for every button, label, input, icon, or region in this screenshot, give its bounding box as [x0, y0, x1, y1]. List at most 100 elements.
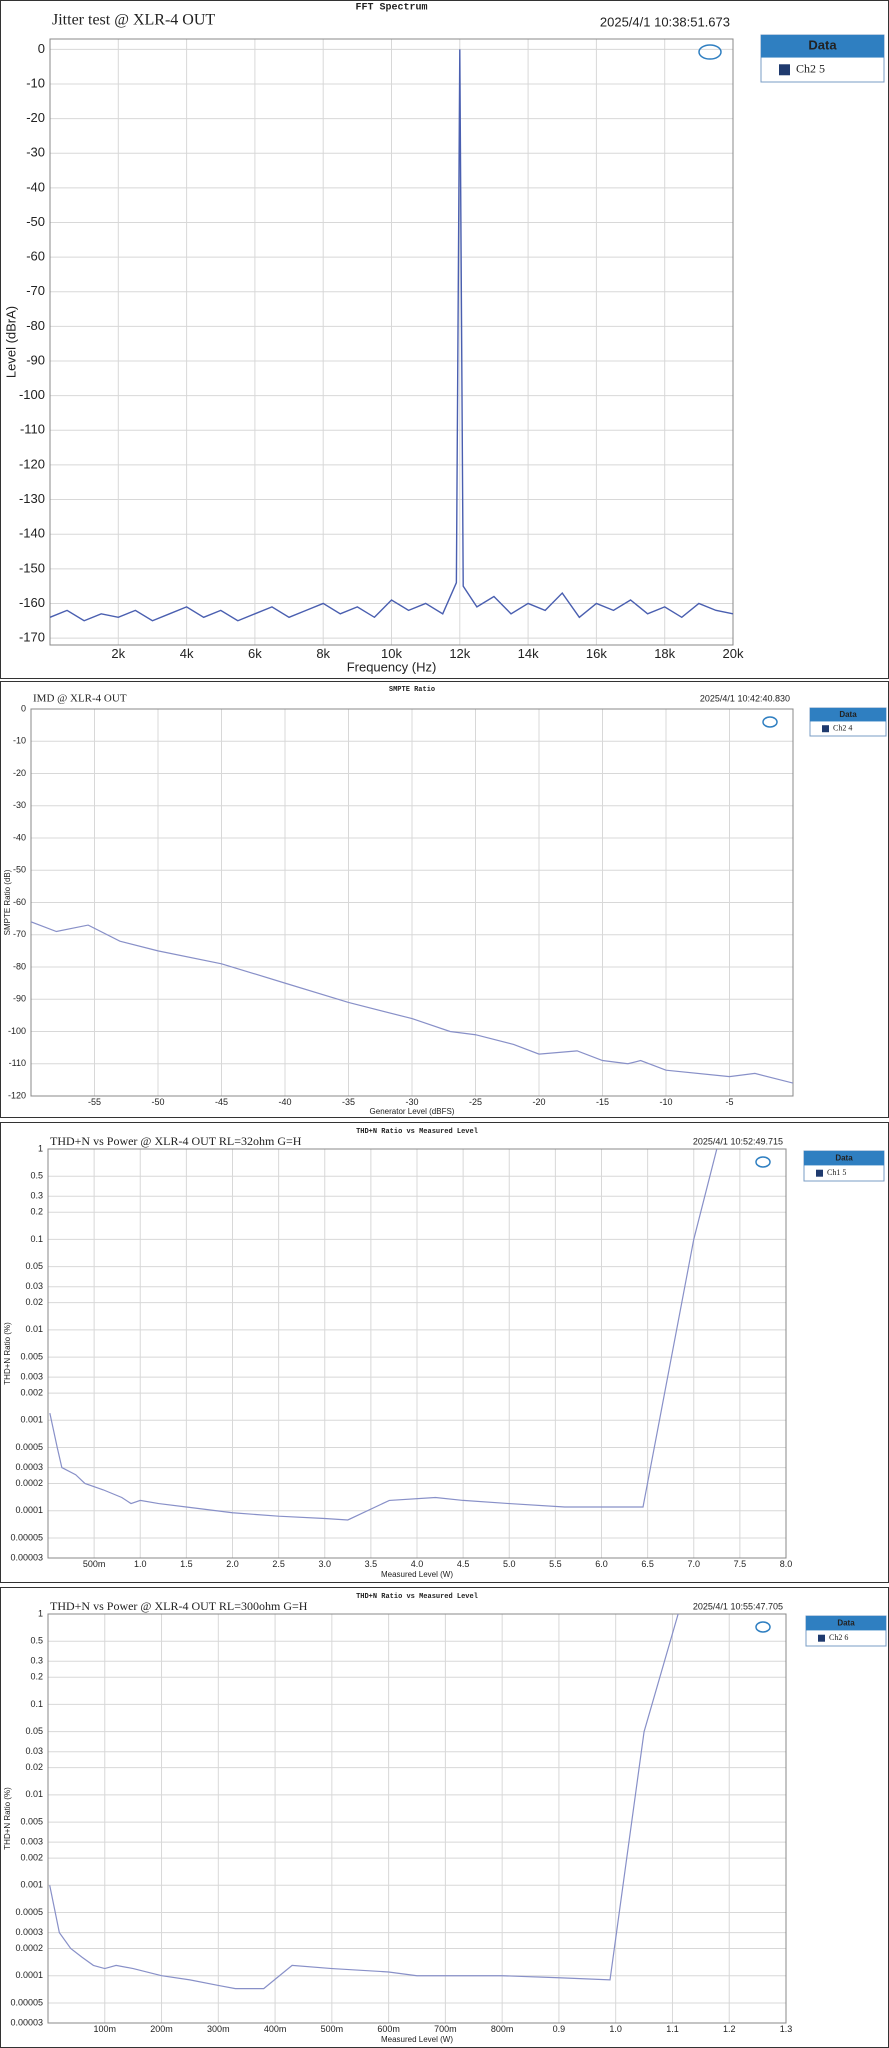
- y-tick-label: 0.3: [30, 1656, 43, 1666]
- x-tick-label: 7.0: [687, 1559, 700, 1569]
- y-tick-label: 0.0002: [15, 1478, 43, 1488]
- x-tick-label: 1.0: [134, 1559, 147, 1569]
- x-tick-label: 6.0: [595, 1559, 608, 1569]
- y-tick-label: 0.5: [30, 1171, 43, 1181]
- y-tick-label: 0.00003: [10, 2017, 43, 2027]
- y-tick-label: 0.3: [30, 1191, 43, 1201]
- y-tick-label: 0.0002: [15, 1943, 43, 1953]
- y-tick-label: 0.03: [25, 1281, 43, 1291]
- x-axis-label: Generator Level (dBFS): [370, 1107, 455, 1116]
- x-tick-label: 1.1: [666, 2024, 679, 2034]
- x-tick-label: 12k: [449, 646, 470, 661]
- y-tick-label: -30: [13, 800, 26, 810]
- data-line: [50, 49, 733, 622]
- y-tick-label: 0.0003: [15, 1462, 43, 1472]
- legend-label: Ch2 5: [796, 62, 825, 76]
- legend-header: [804, 1151, 884, 1166]
- x-tick-label: 10k: [381, 646, 402, 661]
- x-tick-label: 2.0: [226, 1559, 239, 1569]
- timestamp: 2025/4/1 10:55:47.705: [693, 1601, 783, 1611]
- legend-label: Ch2 4: [833, 724, 852, 733]
- y-tick-label: -60: [26, 249, 45, 264]
- y-tick-label: 0.00005: [10, 1532, 43, 1542]
- y-tick-label: -100: [8, 1026, 26, 1036]
- y-axis-label: SMPTE Ratio (dB): [3, 869, 12, 935]
- y-axis-label: THD+N Ratio (%): [3, 1322, 12, 1385]
- x-tick-label: 16k: [586, 646, 607, 661]
- x-tick-label: 5.0: [503, 1559, 516, 1569]
- y-tick-label: 0.003: [20, 1372, 43, 1382]
- chart-title: THD+N Ratio vs Measured Level: [356, 1128, 478, 1136]
- x-tick-label: -20: [532, 1097, 545, 1107]
- x-tick-label: 300m: [207, 2024, 230, 2034]
- y-tick-label: -170: [19, 630, 45, 645]
- chart-title: FFT Spectrum: [355, 3, 427, 14]
- y-tick-label: 0.003: [20, 1837, 43, 1847]
- x-tick-label: 1.0: [609, 2024, 622, 2034]
- x-tick-label: 700m: [434, 2024, 457, 2034]
- y-tick-label: 0.001: [20, 1415, 43, 1425]
- y-tick-label: -20: [13, 768, 26, 778]
- y-tick-label: -110: [9, 1058, 26, 1068]
- y-tick-label: 0.001: [20, 1880, 43, 1890]
- x-tick-label: -40: [278, 1097, 291, 1107]
- x-tick-label: 8k: [316, 646, 330, 661]
- y-tick-label: 0.0001: [15, 1970, 43, 1980]
- test-name: Jitter test @ XLR-4 OUT: [52, 12, 215, 29]
- y-tick-label: -40: [13, 832, 26, 842]
- plot-area: [47, 1613, 787, 2024]
- timestamp: 2025/4/1 10:42:40.830: [700, 693, 790, 703]
- y-tick-label: 0.05: [25, 1261, 43, 1271]
- y-tick-label: 0: [38, 41, 45, 56]
- y-tick-label: -80: [13, 961, 26, 971]
- plot-border: [47, 1613, 787, 2024]
- y-tick-label: -140: [19, 526, 45, 541]
- x-tick-label: 500m: [83, 1559, 106, 1569]
- timestamp: 2025/4/1 10:38:51.673: [600, 14, 730, 29]
- x-tick-label: -5: [725, 1097, 733, 1107]
- chart-title: SMPTE Ratio: [389, 686, 435, 694]
- chart-title: THD+N Ratio vs Measured Level: [356, 1593, 478, 1601]
- plot-border: [47, 1148, 787, 1559]
- x-tick-label: 20k: [723, 646, 744, 661]
- y-tick-label: -10: [13, 736, 26, 746]
- x-tick-label: -15: [596, 1097, 609, 1107]
- legend-title: Data: [837, 1618, 855, 1627]
- x-tick-label: 8.0: [780, 1559, 793, 1569]
- x-tick-label: 2.5: [272, 1559, 285, 1569]
- y-tick-label: -50: [13, 865, 26, 875]
- x-tick-label: 500m: [321, 2024, 344, 2034]
- x-axis-label: Frequency (Hz): [347, 659, 437, 674]
- x-axis-label: Measured Level (W): [381, 2035, 453, 2044]
- legend-header: [806, 1616, 886, 1631]
- x-tick-label: 100m: [94, 2024, 117, 2034]
- x-tick-label: 5.5: [549, 1559, 562, 1569]
- legend-swatch: [816, 1169, 823, 1177]
- x-tick-label: 400m: [264, 2024, 287, 2034]
- test-name: THD+N vs Power @ XLR-4 OUT RL=32ohm G=H: [50, 1134, 302, 1148]
- legend-header: [810, 708, 886, 722]
- y-tick-label: -110: [20, 422, 45, 437]
- y-tick-label: -90: [26, 352, 45, 367]
- legend-title: Data: [835, 1153, 853, 1162]
- x-tick-label: 4k: [180, 646, 194, 661]
- legend-swatch: [779, 64, 790, 76]
- y-tick-label: -10: [26, 75, 45, 90]
- x-tick-label: 600m: [377, 2024, 400, 2034]
- y-tick-label: -80: [26, 318, 45, 333]
- y-tick-label: 0.1: [30, 1234, 43, 1244]
- plot-border: [49, 38, 734, 646]
- data-line: [49, 1614, 679, 1990]
- y-tick-label: 0.03: [25, 1746, 43, 1756]
- y-tick-label: 0.02: [25, 1762, 43, 1772]
- x-tick-label: 14k: [518, 646, 539, 661]
- y-tick-label: 0.0003: [15, 1927, 43, 1937]
- y-tick-label: 0.002: [20, 1387, 43, 1397]
- y-tick-label: -50: [26, 214, 45, 229]
- y-axis-label: Level (dBrA): [3, 306, 18, 378]
- y-tick-label: 0.5: [30, 1636, 43, 1646]
- ap-logo: [755, 1621, 771, 1633]
- x-tick-label: 6.5: [641, 1559, 654, 1569]
- x-tick-label: 1.5: [180, 1559, 193, 1569]
- x-tick-label: 7.5: [734, 1559, 747, 1569]
